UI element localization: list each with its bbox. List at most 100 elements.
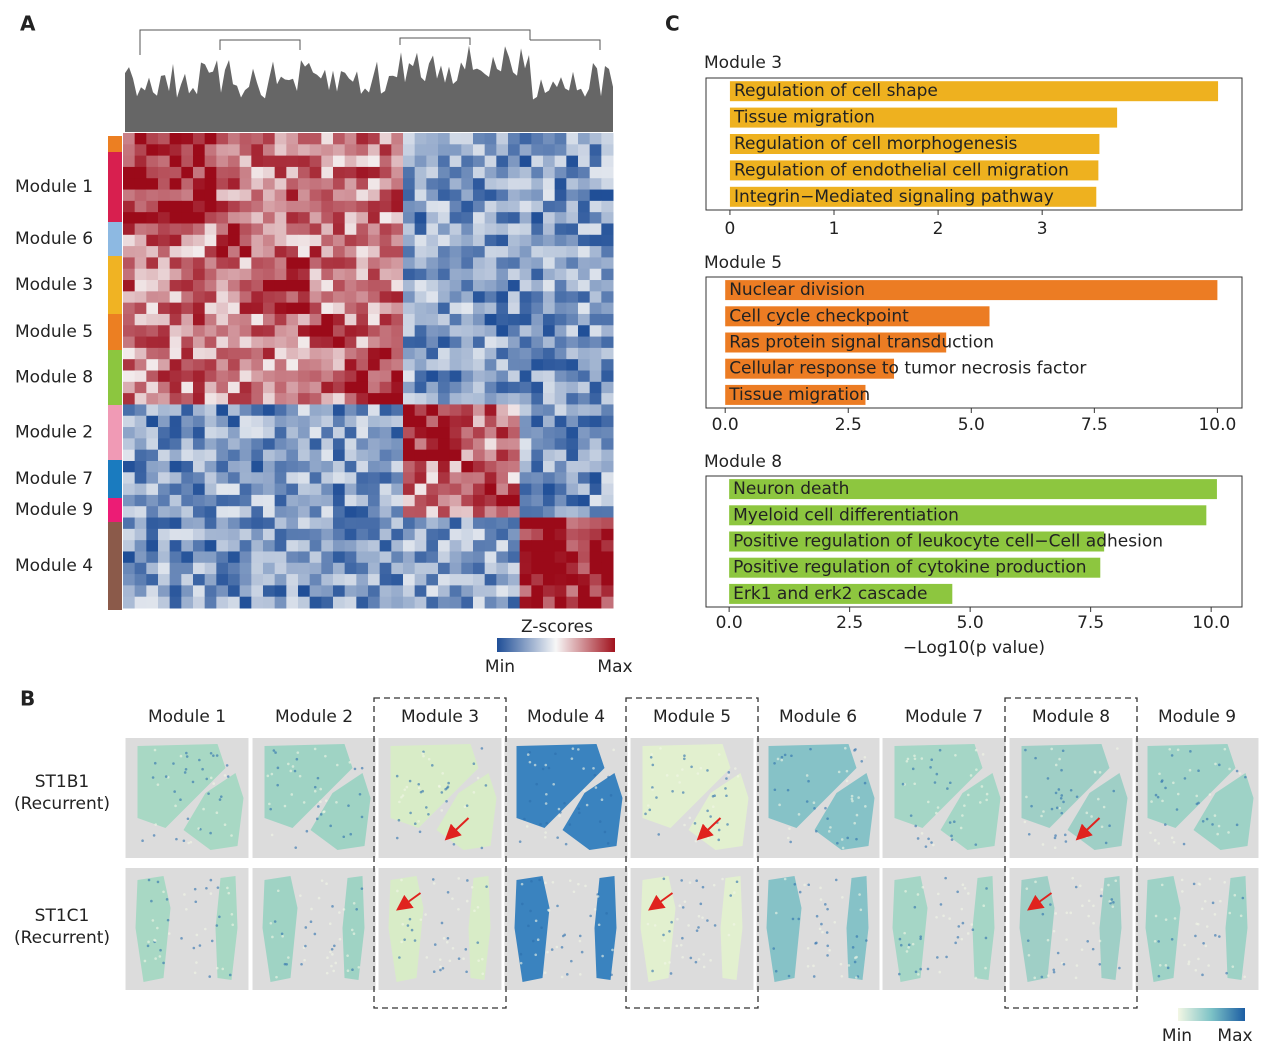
heatmap-cell xyxy=(286,551,298,563)
heatmap-cell xyxy=(240,348,252,360)
heatmap-cell xyxy=(205,269,217,281)
heatmap-cell xyxy=(450,404,462,416)
heatmap-cell xyxy=(321,438,333,450)
heatmap-cell xyxy=(345,529,357,541)
heatmap-cell xyxy=(298,450,310,462)
heatmap-cell xyxy=(135,585,147,597)
heatmap-cell xyxy=(601,427,613,439)
spot xyxy=(676,918,679,921)
spot xyxy=(945,956,948,959)
heatmap-cell xyxy=(438,416,450,428)
heatmap-cell xyxy=(333,212,345,224)
heatmap-cell xyxy=(578,212,590,224)
heatmap-cell xyxy=(450,529,462,541)
spot xyxy=(1157,842,1160,845)
heatmap-cell xyxy=(170,201,182,213)
spot xyxy=(1064,834,1067,837)
spot xyxy=(1052,968,1055,971)
heatmap-cell xyxy=(415,325,427,337)
heatmap-cell xyxy=(438,235,450,247)
heatmap-cell xyxy=(345,133,357,145)
heatmap-cell xyxy=(158,461,170,473)
heatmap-cell xyxy=(135,178,147,190)
heatmap-cell xyxy=(228,257,240,269)
spot xyxy=(1103,806,1106,809)
heatmap-cell xyxy=(193,472,205,484)
spot xyxy=(209,832,212,835)
module-label: Module 9 xyxy=(15,500,93,520)
heatmap-cell xyxy=(496,404,508,416)
heatmap-cell xyxy=(181,416,193,428)
spot xyxy=(970,923,973,926)
spot xyxy=(853,749,856,752)
spot xyxy=(548,767,551,770)
heatmap-cell xyxy=(275,246,287,258)
heatmap-cell xyxy=(380,574,392,586)
heatmap-cell xyxy=(135,359,147,371)
spot xyxy=(569,823,572,826)
spot xyxy=(417,820,420,823)
heatmap-cell xyxy=(531,472,543,484)
heatmap-cell xyxy=(345,438,357,450)
spot xyxy=(1060,797,1063,800)
heatmap-cell xyxy=(228,178,240,190)
spot xyxy=(457,908,460,911)
heatmap-cell xyxy=(578,450,590,462)
spot xyxy=(300,963,303,966)
heatmap-cell xyxy=(601,461,613,473)
heatmap-cell xyxy=(555,540,567,552)
heatmap-cell xyxy=(403,495,415,507)
heatmap-cell xyxy=(298,167,310,179)
spot xyxy=(353,932,356,935)
heatmap-cell xyxy=(508,495,520,507)
heatmap-cell xyxy=(590,314,602,326)
spot xyxy=(173,790,176,793)
heatmap-cell xyxy=(438,280,450,292)
heatmap-cell xyxy=(146,156,158,168)
heatmap-cell xyxy=(485,133,497,145)
heatmap-cell xyxy=(158,450,170,462)
heatmap-cell xyxy=(193,416,205,428)
spot xyxy=(230,834,233,837)
heatmap-cell xyxy=(275,178,287,190)
heatmap-cell xyxy=(228,235,240,247)
spot xyxy=(960,938,963,941)
heatmap-cell xyxy=(566,167,578,179)
heatmap-cell xyxy=(123,574,135,586)
heatmap-cell xyxy=(508,144,520,156)
spot xyxy=(864,782,867,785)
heatmap-cell xyxy=(531,314,543,326)
heatmap-cell xyxy=(415,201,427,213)
heatmap-cell xyxy=(555,167,567,179)
heatmap-cell xyxy=(298,235,310,247)
heatmap-cell xyxy=(426,574,438,586)
heatmap-cell xyxy=(286,280,298,292)
heatmap-cell xyxy=(496,484,508,496)
spot xyxy=(962,883,965,886)
heatmap-cell xyxy=(566,393,578,405)
sample-note: (Recurrent) xyxy=(14,928,110,948)
spot xyxy=(207,792,210,795)
heatmap-cell xyxy=(485,574,497,586)
spot xyxy=(951,838,954,841)
spot xyxy=(1024,821,1027,824)
heatmap-cell xyxy=(345,427,357,439)
heatmap-cell xyxy=(531,133,543,145)
heatmap-cell xyxy=(566,325,578,337)
heatmap-cell xyxy=(543,382,555,394)
heatmap-cell xyxy=(450,438,462,450)
spot xyxy=(1049,903,1052,906)
heatmap-cell xyxy=(473,133,485,145)
heatmap-cell xyxy=(310,416,322,428)
heatmap-cell xyxy=(368,371,380,383)
heatmap-cell xyxy=(275,484,287,496)
heatmap-cell xyxy=(403,144,415,156)
spot xyxy=(573,890,576,893)
heatmap-cell xyxy=(123,235,135,247)
heatmap-cell xyxy=(403,461,415,473)
heatmap-cell xyxy=(601,416,613,428)
heatmap-cell xyxy=(403,529,415,541)
heatmap-cell xyxy=(520,585,532,597)
heatmap-cell xyxy=(380,348,392,360)
spot xyxy=(561,946,564,949)
